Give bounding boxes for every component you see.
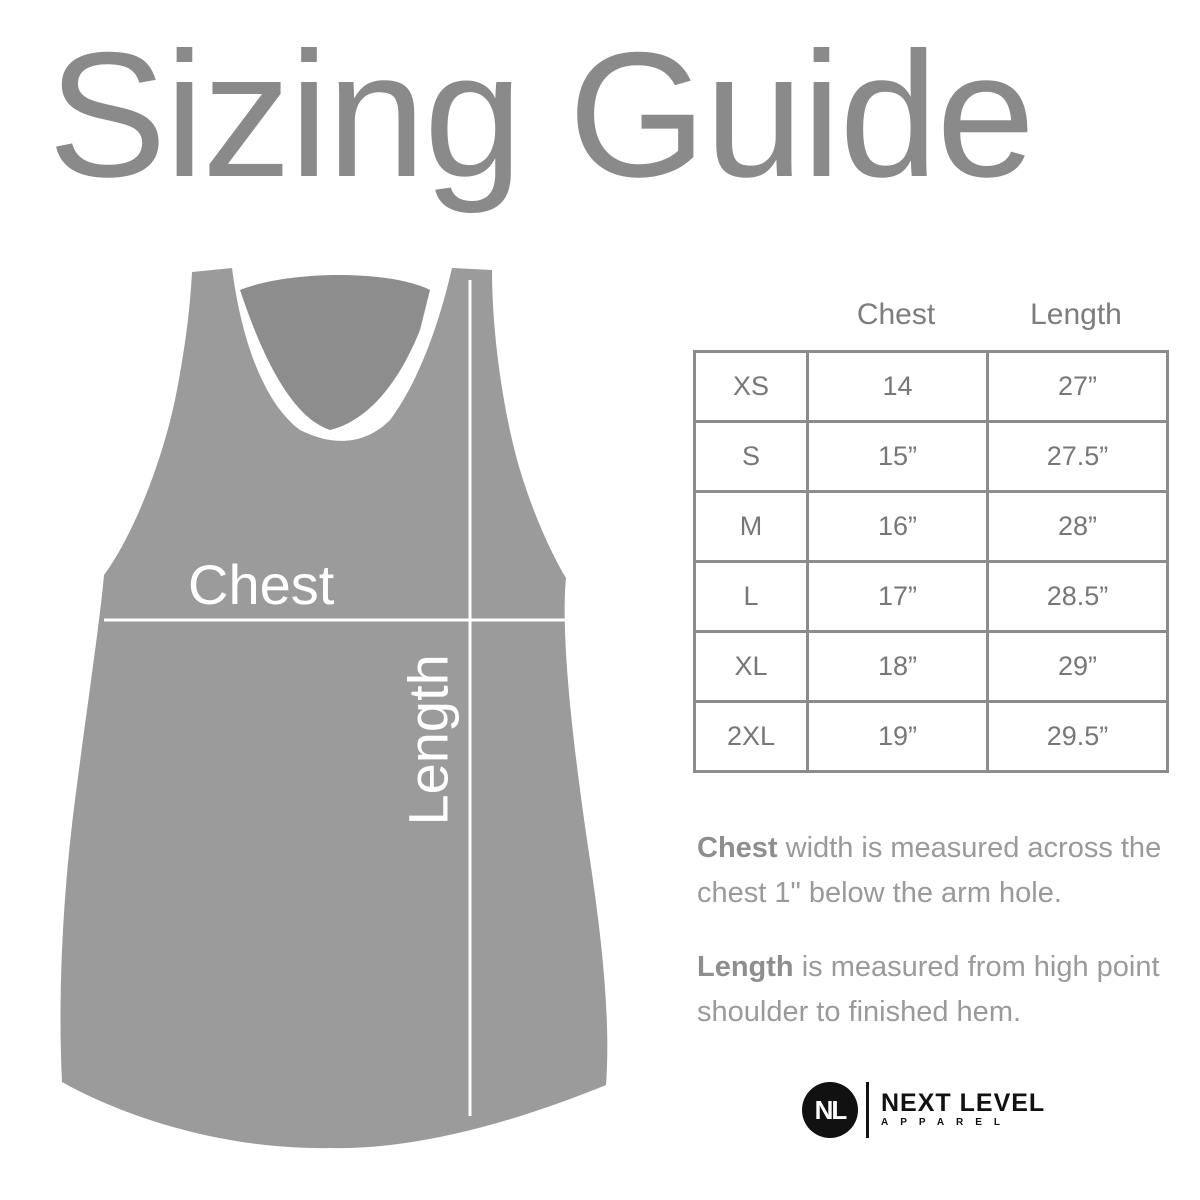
cell-size: S	[693, 420, 809, 493]
header-length: Length	[1030, 298, 1122, 331]
nl-logo-mark: NL	[802, 1082, 858, 1138]
cell-length: 28”	[986, 490, 1169, 563]
cell-chest: 14	[806, 350, 989, 423]
next-level-logo: NL NEXT LEVEL APPAREL	[802, 1082, 1045, 1138]
table-row: M 16” 28”	[693, 490, 1169, 563]
cell-chest: 16”	[806, 490, 989, 563]
cell-size: L	[693, 560, 809, 633]
chest-note: Chest width is measured across the chest…	[697, 826, 1187, 916]
racerback-back-panel	[240, 275, 430, 430]
cell-length: 29”	[986, 630, 1169, 703]
cell-size: M	[693, 490, 809, 563]
cell-length: 27”	[986, 350, 1169, 423]
cell-length: 28.5”	[986, 560, 1169, 633]
chest-label: Chest	[188, 553, 335, 616]
page-title: Sizing Guide	[48, 15, 1035, 214]
length-note-term: Length	[697, 951, 794, 983]
header-chest: Chest	[856, 298, 936, 331]
brand-sub: APPAREL	[881, 1117, 1013, 1128]
cell-length: 27.5”	[986, 420, 1169, 493]
chest-note-term: Chest	[697, 832, 778, 864]
cell-size: 2XL	[693, 700, 809, 773]
cell-size: XS	[693, 350, 809, 423]
cell-chest: 17”	[806, 560, 989, 633]
cell-length: 29.5”	[986, 700, 1169, 773]
cell-chest: 15”	[806, 420, 989, 493]
brand-name: NEXT LEVEL	[881, 1089, 1046, 1117]
length-note-text: is measured from high point shoulder to …	[697, 951, 1160, 1028]
cell-chest: 18”	[806, 630, 989, 703]
table-row: 2XL 19” 29.5”	[693, 700, 1169, 773]
table-row: S 15” 27.5”	[693, 420, 1169, 493]
table-row: XS 14 27”	[693, 350, 1169, 423]
table-row: L 17” 28.5”	[693, 560, 1169, 633]
length-label: Length	[396, 654, 460, 826]
cell-chest: 19”	[806, 700, 989, 773]
chest-note-text: width is measured across the chest 1" be…	[697, 832, 1162, 909]
table-row: XL 18” 29”	[693, 630, 1169, 703]
cell-size: XL	[693, 630, 809, 703]
size-table: XS 14 27” S 15” 27.5” M 16” 28” L 17” 28.5” XL 18” 29”…	[693, 350, 1169, 773]
length-note: Length is measured from high point shoul…	[697, 945, 1187, 1035]
logo-divider	[866, 1082, 869, 1138]
